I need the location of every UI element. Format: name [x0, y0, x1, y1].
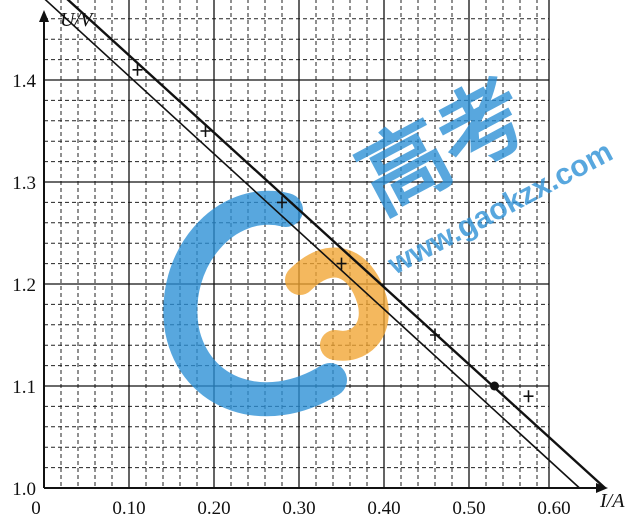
- x-axis-arrow: [596, 483, 608, 493]
- y-axis-arrow: [39, 10, 49, 22]
- grid-major: [44, 0, 550, 488]
- x-tick-label: 0.20: [197, 498, 230, 519]
- x-tick-label: 0.40: [367, 498, 400, 519]
- x-axis-label: I/A: [599, 490, 625, 512]
- axes: [39, 10, 608, 493]
- data-point: [430, 329, 440, 341]
- watermark-logo: 高考 www.gaokzx.com: [163, 62, 618, 417]
- x-tick-label: 0.50: [452, 498, 485, 519]
- tick-labels: 0 0.10 0.20 0.30 0.40 0.50 0.60 1.0 1.1 1.2 1.3 1.4…: [12, 71, 570, 519]
- data-point: [523, 390, 534, 403]
- data-point: [277, 196, 287, 209]
- y-tick-label: 1.3: [12, 173, 36, 194]
- grid-minor: [44, 0, 549, 488]
- y-tick-label: 1.0: [12, 479, 36, 500]
- series-line: [66, 0, 606, 489]
- data-marks: [132, 63, 534, 403]
- series-layer: [44, 0, 606, 489]
- data-point: [132, 63, 143, 76]
- data-point: [200, 125, 211, 137]
- data-point: [336, 257, 347, 270]
- y-tick-label: 1.2: [12, 275, 36, 296]
- x-tick-label: 0.60: [537, 498, 570, 519]
- y-axis-label: U/V: [60, 9, 95, 31]
- x-tick-label: 0.30: [282, 498, 315, 519]
- x-tick-label: 0.10: [112, 498, 145, 519]
- data-point: [490, 381, 499, 391]
- series-line: [44, 0, 581, 489]
- y-tick-label: 1.4: [12, 71, 36, 92]
- x-tick-label: 0: [31, 498, 41, 519]
- y-tick-label: 1.1: [12, 377, 36, 398]
